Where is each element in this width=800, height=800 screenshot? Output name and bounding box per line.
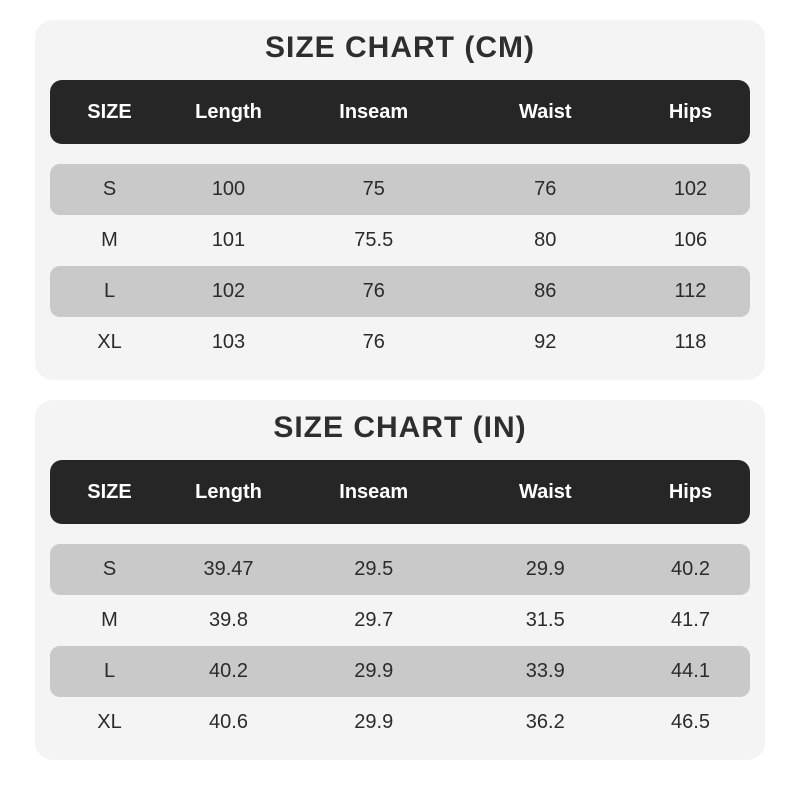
size-cell: L	[103, 280, 116, 302]
length-cell: 101	[211, 229, 246, 251]
table-row-l: L 102 76 86 112	[50, 266, 750, 317]
hips-cell: 118	[674, 331, 707, 353]
waist-cell: 31.5	[525, 609, 565, 631]
hips-cell: 41.7	[671, 609, 710, 631]
inseam-cell: 29.7	[354, 609, 394, 631]
inseam-cell: 76	[362, 331, 385, 353]
column-header-waist: Waist	[518, 100, 572, 123]
column-header-length: Length	[195, 100, 262, 123]
size-chart-in-body: S 39.47 29.5 29.9 40.2 M 39.8 29.7 31.5 …	[50, 544, 750, 748]
waist-cell: 33.9	[525, 660, 565, 682]
size-cell: S	[102, 178, 117, 200]
inseam-cell: 75.5	[354, 229, 394, 251]
length-cell: 40.6	[209, 711, 248, 733]
waist-cell: 86	[534, 280, 557, 302]
table-row-m: M 39.8 29.7 31.5 41.7	[50, 595, 750, 646]
waist-cell: 29.9	[525, 558, 565, 580]
size-cell: M	[101, 609, 118, 631]
table-row-l: L 40.2 29.9 33.9 44.1	[50, 646, 750, 697]
column-header-inseam: Inseam	[339, 480, 409, 503]
length-cell: 103	[211, 331, 246, 353]
table-row-s: S 100 75 76 102	[50, 164, 750, 215]
length-cell: 100	[211, 178, 246, 200]
hips-cell: 44.1	[671, 660, 710, 682]
hips-cell: 112	[674, 280, 707, 302]
size-cell: XL	[97, 711, 122, 733]
length-cell: 40.2	[209, 660, 248, 682]
size-cell: M	[101, 229, 118, 251]
size-cell: S	[102, 558, 117, 580]
waist-cell: 80	[534, 229, 557, 251]
inseam-cell: 76	[362, 280, 385, 302]
size-chart-in-title: SIZE CHART (IN)	[273, 411, 527, 444]
table-row-m: M 101 75.5 80 106	[50, 215, 750, 266]
length-cell: 102	[211, 280, 246, 302]
waist-cell: 76	[534, 178, 557, 200]
column-header-size: SIZE	[87, 100, 132, 123]
column-header-hips: Hips	[668, 480, 713, 503]
inseam-cell: 29.5	[354, 558, 394, 580]
size-cell: XL	[97, 331, 122, 353]
size-chart-cm-card: SIZE CHART (CM) SIZE Length Inseam Waist…	[35, 20, 765, 380]
hips-cell: 40.2	[671, 558, 710, 580]
size-chart-in-header-row: SIZE Length Inseam Waist Hips	[50, 460, 750, 524]
column-header-hips: Hips	[668, 100, 713, 123]
size-chart-in-card: SIZE CHART (IN) SIZE Length Inseam Waist…	[35, 400, 765, 760]
table-row-xl: XL 103 76 92 118	[50, 317, 750, 368]
hips-cell: 46.5	[671, 711, 710, 733]
hips-cell: 106	[673, 229, 708, 251]
length-cell: 39.8	[209, 609, 248, 631]
inseam-cell: 29.9	[354, 660, 394, 682]
waist-cell: 92	[534, 331, 557, 353]
table-row-s: S 39.47 29.5 29.9 40.2	[50, 544, 750, 595]
inseam-cell: 29.9	[354, 711, 394, 733]
size-chart-cm-header-row: SIZE Length Inseam Waist Hips	[50, 80, 750, 144]
column-header-waist: Waist	[518, 480, 572, 503]
column-header-size: SIZE	[87, 480, 132, 503]
table-row-xl: XL 40.6 29.9 36.2 46.5	[50, 697, 750, 748]
size-cell: L	[103, 660, 116, 682]
column-header-inseam: Inseam	[339, 100, 409, 123]
size-chart-cm-body: S 100 75 76 102 M 101 75.5 80 106 L 102 …	[50, 164, 750, 368]
column-header-length: Length	[195, 480, 262, 503]
length-cell: 39.47	[203, 558, 254, 580]
waist-cell: 36.2	[525, 711, 565, 733]
hips-cell: 102	[673, 178, 708, 200]
inseam-cell: 75	[362, 178, 385, 200]
size-chart-cm-title: SIZE CHART (CM)	[265, 31, 535, 64]
